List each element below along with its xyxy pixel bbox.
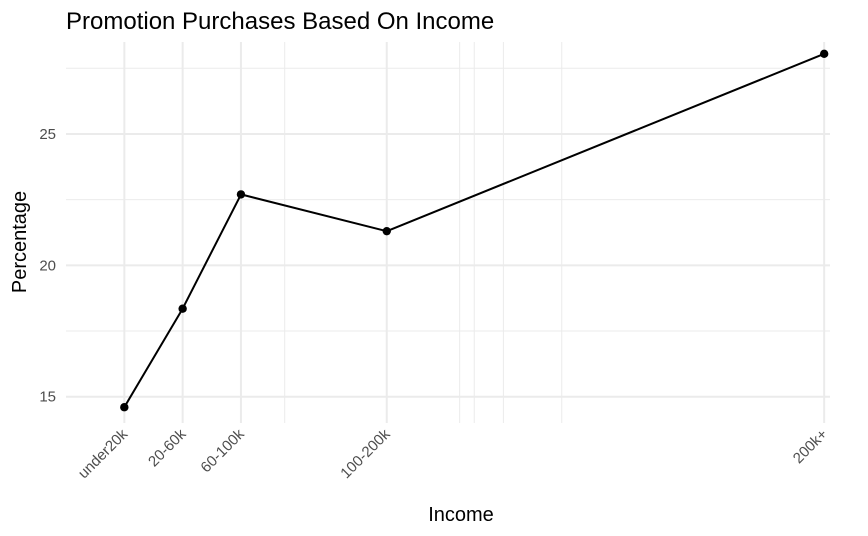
y-tick-label: 25 (39, 126, 56, 143)
series-layer (120, 49, 829, 412)
x-tick-label: 60-100k (197, 425, 248, 476)
x-tick-label: under20k (75, 425, 132, 482)
x-tick-label: 200k+ (790, 426, 831, 467)
x-axis-title: Income (428, 504, 494, 526)
y-axis-title: Percentage (9, 191, 31, 293)
data-point (120, 403, 129, 412)
x-tick-labels: under20k 20-60k 60-100k 100-200k 200k+ (75, 425, 831, 482)
data-point (178, 304, 187, 313)
chart-title: Promotion Purchases Based On Income (66, 8, 494, 35)
grid-layer (66, 42, 830, 423)
y-tick-labels: 15 20 25 (39, 126, 56, 406)
data-point (236, 190, 246, 199)
data-point (382, 226, 391, 236)
y-tick-label: 20 (39, 257, 56, 274)
data-point (819, 49, 829, 59)
y-tick-label: 15 (39, 389, 56, 406)
x-tick-label: 100-200k (337, 425, 394, 482)
x-tick-label: 20-60k (145, 425, 190, 470)
